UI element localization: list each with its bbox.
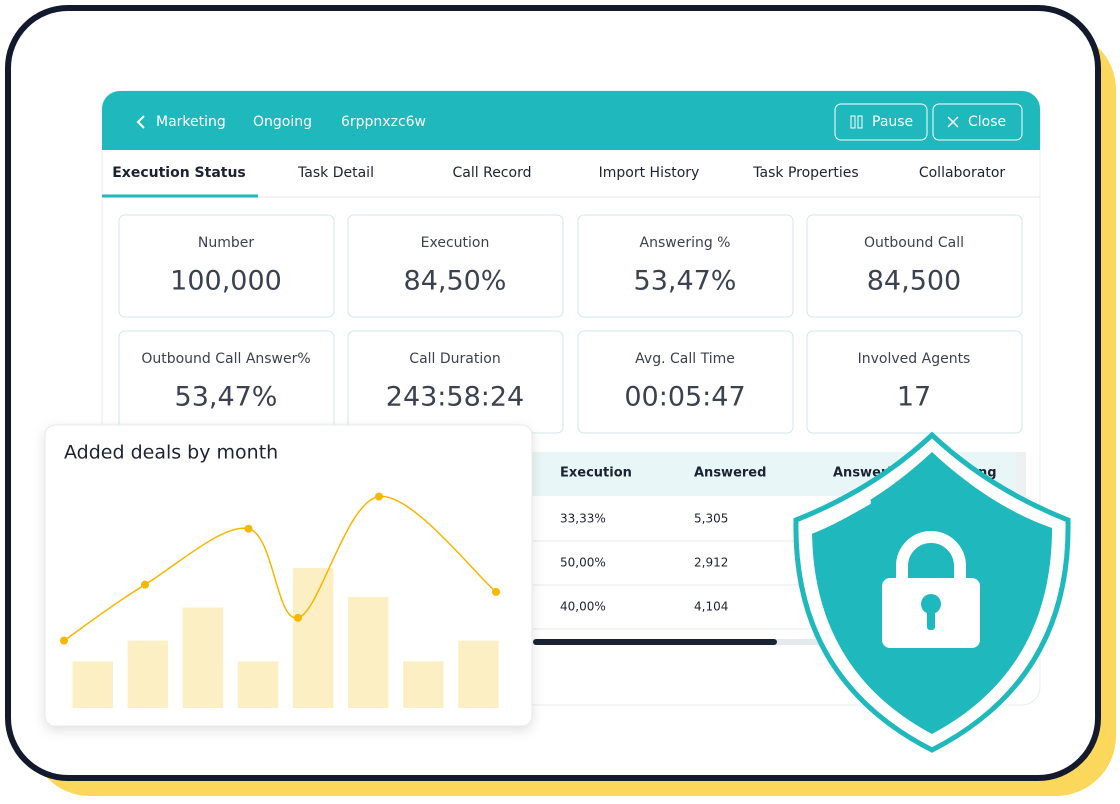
close-button[interactable]: Close xyxy=(932,103,1023,141)
back-link[interactable]: Marketing xyxy=(156,114,226,130)
stat-card xyxy=(118,214,335,318)
table-cell: 50,00% xyxy=(560,556,606,570)
shield-highlight xyxy=(805,499,871,535)
line-point xyxy=(375,492,383,501)
stat-label: Execution xyxy=(421,235,490,251)
keyhole xyxy=(921,594,941,614)
stat-card xyxy=(577,330,794,434)
stat-label: Outbound Call xyxy=(864,235,964,251)
shield xyxy=(793,431,1071,753)
tab[interactable]: Call Record xyxy=(453,165,532,181)
stat-label: Call Duration xyxy=(409,351,500,367)
stat-value: 243:58:24 xyxy=(386,382,524,413)
stat-label: Outbound Call Answer% xyxy=(141,351,310,367)
stat-label: Avg. Call Time xyxy=(635,351,735,367)
tab[interactable]: Collaborator xyxy=(919,165,1006,181)
stat-label: Number xyxy=(198,235,254,251)
bar xyxy=(182,607,224,708)
stat-card xyxy=(806,330,1023,434)
keyhole xyxy=(927,606,935,630)
bar xyxy=(347,597,389,708)
table-header-cell: Execution xyxy=(560,466,632,481)
close-icon xyxy=(947,116,959,128)
bar xyxy=(292,568,334,708)
bar xyxy=(458,640,499,708)
table-header-cell: Answered xyxy=(694,466,766,481)
chart-title: Added deals by month xyxy=(64,442,278,464)
stat-card xyxy=(577,214,794,318)
line-point xyxy=(60,636,68,645)
tab[interactable]: Task Properties xyxy=(752,165,858,181)
stat-value: 100,000 xyxy=(170,266,282,297)
tab[interactable]: Execution Status xyxy=(112,165,246,181)
button-label: Pause xyxy=(872,114,913,130)
tabs: Execution Status Task Detail Call Record Im… xyxy=(112,165,1005,181)
stat-value: 17 xyxy=(897,382,931,413)
table-cell: 40,00% xyxy=(560,600,606,614)
bar xyxy=(403,661,444,708)
line-point xyxy=(141,580,149,589)
line-point xyxy=(244,524,253,533)
stat-value: 84,500 xyxy=(867,266,961,297)
stat-value: 00:05:47 xyxy=(624,382,745,413)
table-cell: 33,33% xyxy=(560,512,606,526)
stat-value: 53,47% xyxy=(175,382,278,413)
table-cell: 4,104 xyxy=(694,600,728,614)
tab[interactable]: Task Detail xyxy=(297,165,374,181)
pause-icon xyxy=(857,115,863,129)
scroll-thumb[interactable] xyxy=(533,639,777,645)
table-cell: 5,305 xyxy=(694,512,728,526)
bar xyxy=(72,661,113,708)
stat-label: Involved Agents xyxy=(858,351,971,367)
task-id: 6rppnxzc6w xyxy=(341,114,426,130)
stat-value: 84,50% xyxy=(404,266,507,297)
button-border xyxy=(834,103,928,141)
pause-button[interactable]: Pause xyxy=(834,103,928,141)
line-point xyxy=(294,613,302,622)
pause-icon xyxy=(850,115,856,129)
bar xyxy=(237,661,279,708)
tab[interactable]: Import History xyxy=(599,165,700,181)
stat-value: 53,47% xyxy=(634,266,737,297)
button-border xyxy=(932,103,1023,141)
lock-shackle xyxy=(896,531,966,580)
table-cell: 2,912 xyxy=(694,556,728,570)
line-point xyxy=(492,587,500,596)
back-icon xyxy=(136,115,145,129)
stat-card xyxy=(806,214,1023,318)
chart-card: Added deals by month xyxy=(44,424,533,727)
button-label: Close xyxy=(968,114,1006,130)
bar xyxy=(127,640,169,708)
stat-label: Answering % xyxy=(640,235,731,251)
chart xyxy=(60,492,500,708)
stat-card xyxy=(347,214,564,318)
status: Ongoing xyxy=(253,114,312,130)
panel-header xyxy=(102,91,1040,150)
stat-cards: Number 100,000 Execution 84,50% Answering % 5… xyxy=(118,214,1023,434)
table: ExecutionAnsweredAnsweringOng33,33%5,305… xyxy=(533,466,1016,630)
